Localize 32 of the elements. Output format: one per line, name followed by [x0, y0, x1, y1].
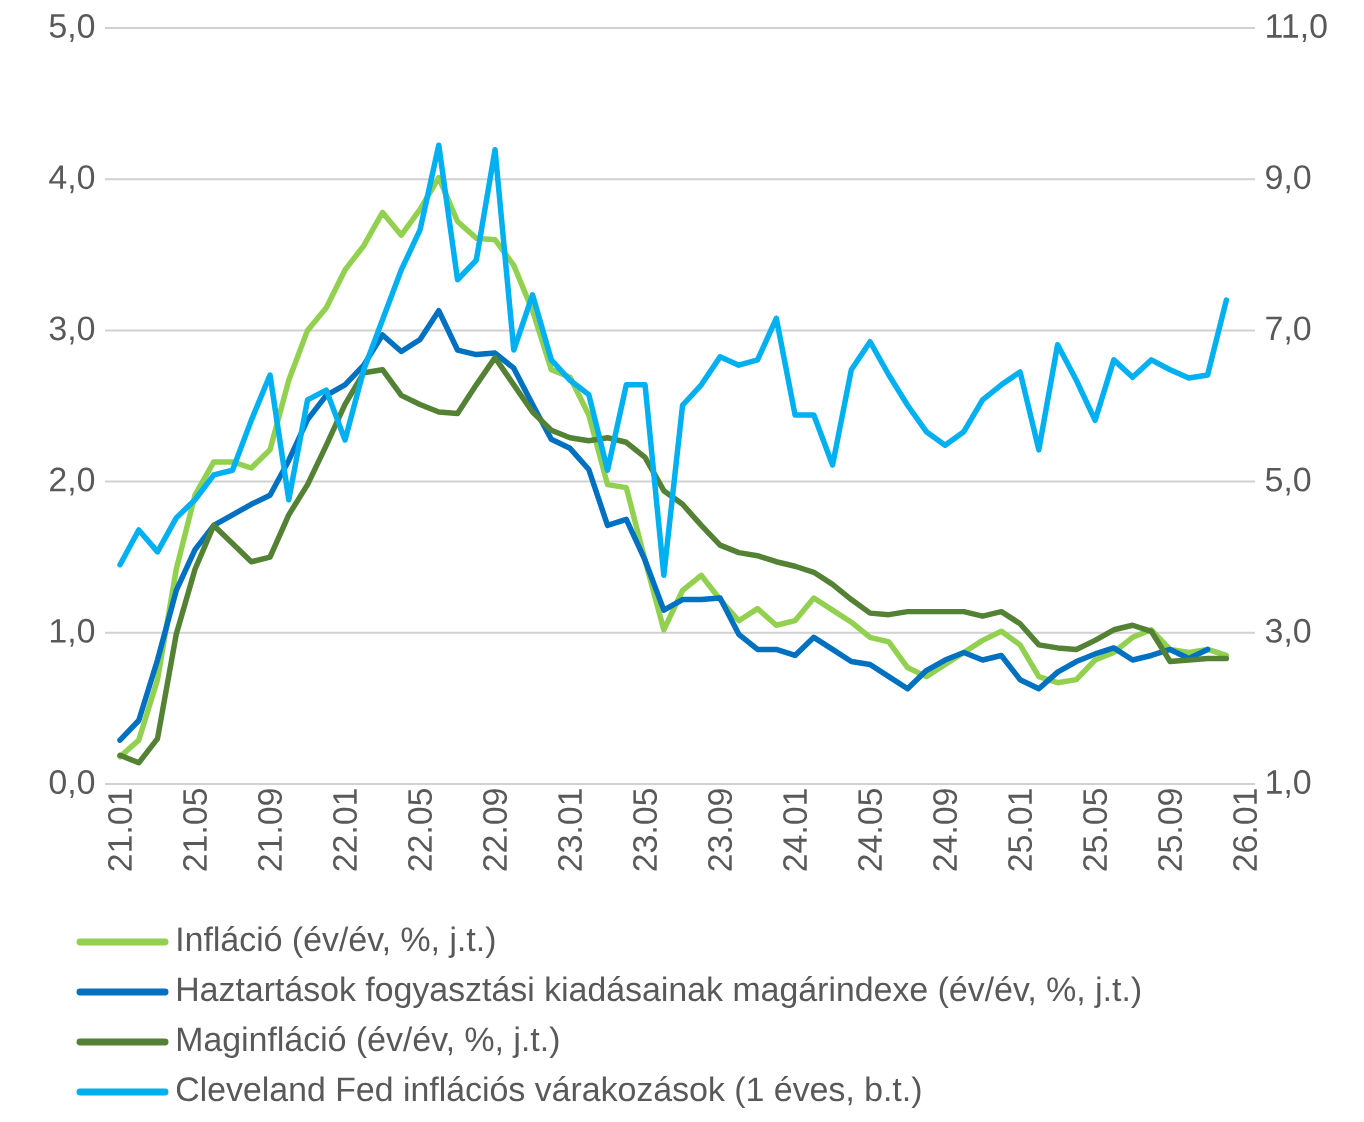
y-tick-label: 5,0 — [49, 13, 95, 42]
x-tick-label: 24.09 — [933, 789, 958, 871]
legend-label: Cleveland Fed inflációs várakozások (1 éves, b.t.) — [176, 1076, 921, 1108]
x-tick-label: 21.01 — [108, 789, 132, 871]
y2-tick-label: 1,0 — [1267, 770, 1311, 798]
x-tick-label: 21.09 — [258, 789, 282, 871]
x-tick-label: 25.01 — [1008, 789, 1033, 871]
y-tick-label: 2,0 — [50, 467, 95, 496]
x-tick-label: 23.09 — [708, 789, 733, 871]
x-tick-label: 22.05 — [408, 788, 433, 871]
x-tick-label: 25.05 — [1083, 788, 1108, 871]
y2-tick-label: 3,0 — [1265, 618, 1311, 647]
x-tick-label: 24.05 — [858, 788, 883, 871]
y2-tick-label: 7,0 — [1266, 316, 1311, 345]
x-tick-label: 24.01 — [783, 789, 808, 871]
x-tick-label: 23.05 — [633, 788, 658, 871]
legend-label: Maginfláció (év/év, %, j.t.) — [177, 1026, 559, 1058]
y-tick-label: 4,0 — [49, 165, 95, 194]
x-tick-label: 21.05 — [183, 788, 207, 871]
y-tick-label: 3,0 — [49, 316, 95, 345]
y2-tick-label: 9,0 — [1266, 165, 1311, 194]
x-tick-label: 22.01 — [333, 789, 358, 871]
x-tick-label: 22.09 — [483, 789, 508, 871]
x-tick-label: 23.01 — [558, 789, 583, 871]
y2-tick-label: 5,0 — [1265, 467, 1311, 496]
legend-label: Infláció (év/év, %, j.t.) — [178, 926, 495, 958]
y-tick-label: 1,0 — [50, 618, 95, 647]
x-tick-label: 25.09 — [1158, 789, 1183, 871]
x-tick-label: 26.01 — [1233, 789, 1258, 871]
y2-tick-label: 11,0 — [1267, 13, 1327, 42]
legend-label: Haztartások fogyasztási kiadásainak magárindexe (év/év, %, j.t.) — [177, 976, 1141, 1008]
y-tick-label: 0,0 — [49, 770, 95, 798]
